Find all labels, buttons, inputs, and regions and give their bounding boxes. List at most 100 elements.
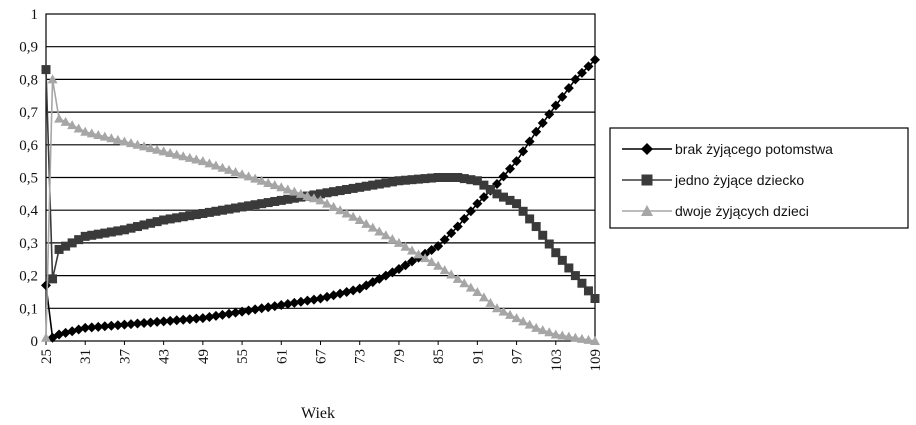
series-0-point-58 <box>256 303 267 314</box>
series-1-point-104 <box>557 255 567 265</box>
series-2-point-52 <box>217 162 228 172</box>
series-2-point-28 <box>60 116 71 126</box>
series-1-point-71 <box>342 184 352 194</box>
series-0-point-51 <box>210 310 221 321</box>
series-2 <box>41 74 600 345</box>
series-2-point-40 <box>139 141 150 151</box>
series-2-point-57 <box>250 173 261 183</box>
series-2-point-85 <box>433 260 444 270</box>
series-1-point-60 <box>270 196 280 206</box>
series-1-point-39 <box>133 222 142 232</box>
series-2-point-89 <box>459 278 470 288</box>
series-1-point-37 <box>119 225 129 235</box>
series-1-point-48 <box>191 210 201 220</box>
series-1-point-32 <box>87 230 97 240</box>
series-0-point-87 <box>446 228 457 239</box>
x-tick-label-8: 73 <box>353 349 369 364</box>
x-tick-label-9: 79 <box>392 349 408 364</box>
series-2-point-37 <box>119 136 130 146</box>
series-2-point-90 <box>465 282 476 292</box>
y-tick-label-4: 0,4 <box>19 203 38 219</box>
series-0-point-63 <box>289 297 300 308</box>
series-1-point-95 <box>499 192 508 202</box>
series-2-point-46 <box>178 151 189 161</box>
series-1-point-85 <box>433 173 443 182</box>
series-1-point-52 <box>217 205 227 215</box>
series-1-point-25 <box>41 65 51 75</box>
series-2-point-109 <box>590 336 600 345</box>
series-2-point-76 <box>374 226 385 236</box>
series-0-point-41 <box>145 317 156 328</box>
series-2-point-80 <box>400 241 411 251</box>
series-2-point-96 <box>505 309 516 319</box>
series-1-point-87 <box>446 173 456 182</box>
series-0-point-107 <box>576 67 587 78</box>
series-1 <box>41 65 600 303</box>
series-1-point-27 <box>54 244 64 254</box>
series-1-point-75 <box>368 180 378 190</box>
series-1-point-86 <box>440 173 450 182</box>
series-1-point-38 <box>126 223 136 233</box>
series-1-point-43 <box>159 215 169 225</box>
series-2-point-36 <box>112 134 123 144</box>
series-0-point-80 <box>400 260 411 271</box>
series-1-point-29 <box>67 238 77 248</box>
x-tick-label-12: 97 <box>510 349 526 365</box>
series-0-point-101 <box>537 118 548 128</box>
series-2-point-93 <box>485 297 496 307</box>
series-0 <box>41 54 600 343</box>
series-1-point-73 <box>355 182 365 192</box>
x-tick-label-3: 43 <box>157 349 173 364</box>
series-2-point-97 <box>511 313 522 323</box>
series-2-point-29 <box>67 120 78 130</box>
series-2-point-59 <box>263 177 274 187</box>
y-axis-ticks: 0 0,1 0,2 0,3 0,4 0,5 0,6 0,7 0,8 0,9 1 <box>19 7 38 350</box>
series-2-point-74 <box>361 218 372 228</box>
series-2-point-88 <box>452 273 463 283</box>
legend-label-1: jedno żyjące dziecko <box>674 172 804 188</box>
series-2-point-66 <box>308 193 319 203</box>
series-2-point-100 <box>531 322 542 332</box>
series-2-point-104 <box>557 330 568 340</box>
series-0-point-32 <box>86 322 97 333</box>
legend-marker-2 <box>641 205 653 216</box>
series-0-point-65 <box>302 295 313 306</box>
series-0-point-50 <box>204 312 215 323</box>
series-2-point-27 <box>54 113 65 123</box>
series-0-point-90 <box>465 206 476 217</box>
series-2-point-62 <box>282 184 293 194</box>
x-axis-title: Wiek <box>301 405 335 422</box>
x-tick-label-0: 25 <box>39 349 55 364</box>
series-2-point-106 <box>570 332 581 342</box>
series-0-point-99 <box>524 136 535 147</box>
series-1-point-40 <box>139 220 149 230</box>
series-1-point-102 <box>544 239 554 249</box>
series-layer <box>41 54 600 345</box>
series-1-point-98 <box>518 206 528 216</box>
series-1-point-26 <box>48 274 58 284</box>
series-2-point-48 <box>191 154 202 164</box>
series-1-point-100 <box>531 222 541 232</box>
series-1-point-90 <box>466 175 476 185</box>
series-1-point-107 <box>577 278 587 288</box>
series-0-point-59 <box>263 302 274 313</box>
y-tick-label-6: 0,6 <box>19 138 38 154</box>
series-1-point-93 <box>485 184 495 194</box>
series-2-point-69 <box>328 201 339 211</box>
series-2-point-73 <box>354 215 365 225</box>
series-0-point-98 <box>518 146 529 157</box>
series-2-point-35 <box>106 133 117 143</box>
series-0-point-38 <box>125 319 136 330</box>
series-2-point-107 <box>576 333 587 343</box>
y-tick-label-0: 0 <box>31 334 39 350</box>
series-2-point-64 <box>295 188 306 198</box>
series-1-point-105 <box>564 263 574 273</box>
series-0-point-102 <box>544 109 555 120</box>
series-0-point-64 <box>295 296 306 307</box>
series-2-point-50 <box>204 158 215 168</box>
x-tick-label-4: 49 <box>196 349 212 364</box>
series-2-point-72 <box>348 211 359 221</box>
x-tick-label-2: 37 <box>117 349 133 365</box>
series-1-point-103 <box>551 248 561 258</box>
